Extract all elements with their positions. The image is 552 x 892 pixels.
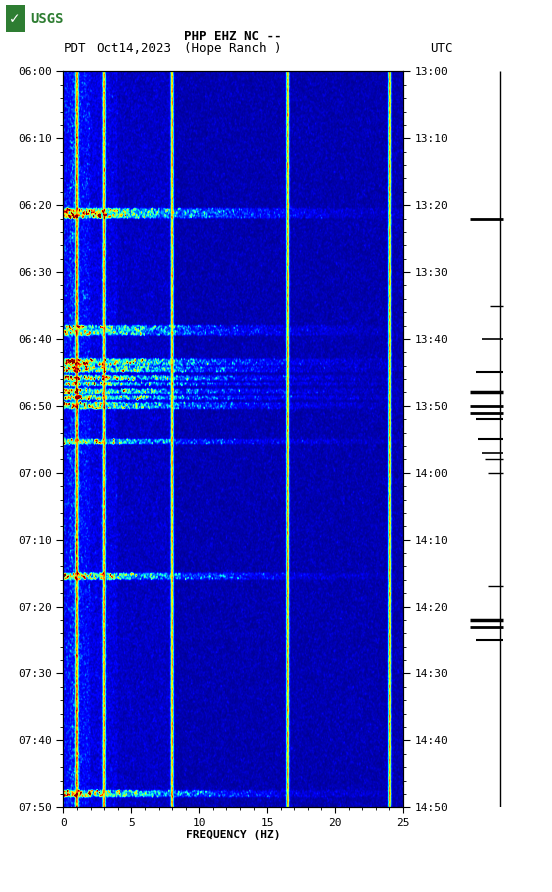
Text: USGS: USGS <box>30 12 64 26</box>
Text: PDT: PDT <box>63 42 86 55</box>
Text: UTC: UTC <box>431 42 453 55</box>
Text: ✓: ✓ <box>9 12 21 26</box>
Text: Oct14,2023: Oct14,2023 <box>97 42 172 55</box>
X-axis label: FREQUENCY (HZ): FREQUENCY (HZ) <box>186 830 280 840</box>
Text: PHP EHZ NC --: PHP EHZ NC -- <box>184 29 282 43</box>
Bar <box>6 5 25 32</box>
Text: (Hope Ranch ): (Hope Ranch ) <box>184 42 282 55</box>
